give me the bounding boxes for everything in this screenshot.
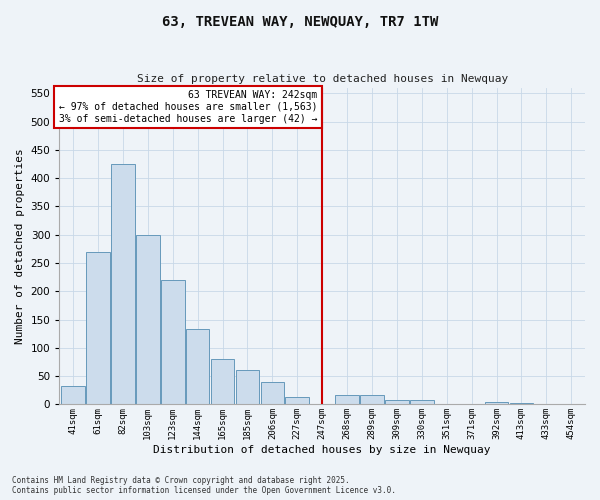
- Bar: [61, 386, 85, 404]
- Bar: [410, 400, 434, 404]
- Bar: [136, 234, 160, 404]
- Bar: [335, 396, 359, 404]
- Text: 63 TREVEAN WAY: 242sqm
← 97% of detached houses are smaller (1,563)
3% of semi-d: 63 TREVEAN WAY: 242sqm ← 97% of detached…: [59, 90, 317, 124]
- Bar: [260, 382, 284, 404]
- Bar: [86, 252, 110, 404]
- Bar: [385, 400, 409, 404]
- Y-axis label: Number of detached properties: Number of detached properties: [15, 148, 25, 344]
- Bar: [211, 359, 235, 405]
- Bar: [485, 402, 508, 404]
- Text: 63, TREVEAN WAY, NEWQUAY, TR7 1TW: 63, TREVEAN WAY, NEWQUAY, TR7 1TW: [162, 15, 438, 29]
- Bar: [360, 395, 384, 404]
- Bar: [236, 370, 259, 404]
- Bar: [186, 329, 209, 404]
- Bar: [286, 397, 309, 404]
- Title: Size of property relative to detached houses in Newquay: Size of property relative to detached ho…: [137, 74, 508, 84]
- Bar: [111, 164, 134, 404]
- X-axis label: Distribution of detached houses by size in Newquay: Distribution of detached houses by size …: [154, 445, 491, 455]
- Bar: [161, 280, 185, 404]
- Text: Contains HM Land Registry data © Crown copyright and database right 2025.
Contai: Contains HM Land Registry data © Crown c…: [12, 476, 396, 495]
